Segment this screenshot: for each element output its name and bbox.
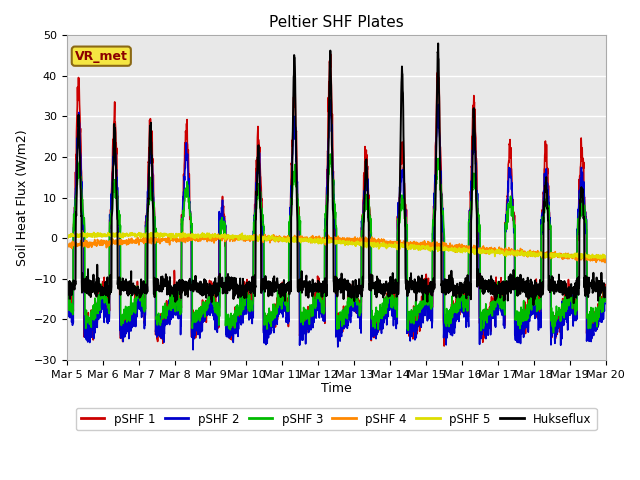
pSHF 3 — [555, 312, 563, 318]
Line: pSHF 3: pSHF 3 — [67, 154, 605, 333]
pSHF 3 — [352, 284, 360, 289]
pSHF 1 — [327, 51, 335, 57]
pSHF 5 — [63, 231, 70, 237]
pSHF 3 — [326, 151, 334, 157]
Line: pSHF 5: pSHF 5 — [67, 232, 605, 259]
pSHF 2 — [364, 177, 372, 182]
Hukseflux — [570, 285, 577, 290]
pSHF 2 — [213, 329, 221, 335]
pSHF 1 — [555, 310, 563, 315]
Hukseflux — [555, 278, 563, 284]
Line: pSHF 4: pSHF 4 — [67, 234, 605, 263]
pSHF 2 — [602, 295, 609, 300]
pSHF 3 — [213, 300, 221, 305]
Y-axis label: Soil Heat Flux (W/m2): Soil Heat Flux (W/m2) — [15, 129, 28, 266]
Title: Peltier SHF Plates: Peltier SHF Plates — [269, 15, 404, 30]
pSHF 3 — [602, 299, 609, 304]
pSHF 5 — [90, 229, 97, 235]
pSHF 3 — [364, 200, 371, 206]
pSHF 2 — [189, 347, 197, 353]
pSHF 5 — [580, 256, 588, 262]
pSHF 4 — [213, 235, 221, 241]
pSHF 1 — [63, 286, 70, 292]
pSHF 5 — [352, 243, 360, 249]
pSHF 2 — [570, 311, 577, 316]
pSHF 4 — [570, 253, 577, 259]
pSHF 5 — [570, 252, 577, 257]
Hukseflux — [213, 280, 221, 286]
pSHF 1 — [364, 163, 371, 169]
Line: pSHF 1: pSHF 1 — [67, 54, 605, 346]
pSHF 1 — [213, 315, 221, 321]
pSHF 5 — [554, 252, 562, 257]
Hukseflux — [63, 296, 70, 301]
pSHF 1 — [493, 292, 501, 298]
Hukseflux — [364, 180, 371, 186]
pSHF 4 — [493, 249, 500, 254]
pSHF 1 — [570, 303, 577, 309]
pSHF 4 — [364, 238, 371, 244]
pSHF 5 — [213, 233, 221, 239]
Text: VR_met: VR_met — [75, 49, 128, 63]
pSHF 4 — [602, 256, 609, 262]
pSHF 3 — [493, 300, 500, 305]
pSHF 5 — [493, 251, 500, 256]
pSHF 1 — [602, 282, 609, 288]
pSHF 3 — [570, 297, 577, 302]
Hukseflux — [493, 293, 500, 299]
Hukseflux — [352, 277, 360, 283]
pSHF 5 — [602, 254, 609, 260]
pSHF 4 — [554, 254, 562, 260]
pSHF 2 — [352, 307, 360, 313]
pSHF 1 — [440, 343, 448, 349]
Hukseflux — [602, 294, 609, 300]
pSHF 2 — [326, 97, 334, 103]
pSHF 4 — [63, 240, 70, 246]
Hukseflux — [435, 41, 442, 47]
pSHF 4 — [352, 236, 360, 241]
Line: pSHF 2: pSHF 2 — [67, 100, 605, 350]
Hukseflux — [530, 302, 538, 308]
pSHF 2 — [493, 308, 501, 314]
pSHF 1 — [352, 286, 360, 291]
pSHF 4 — [214, 231, 222, 237]
pSHF 3 — [550, 330, 557, 336]
X-axis label: Time: Time — [321, 382, 351, 396]
pSHF 5 — [364, 242, 371, 248]
pSHF 4 — [602, 260, 609, 265]
Legend: pSHF 1, pSHF 2, pSHF 3, pSHF 4, pSHF 5, Hukseflux: pSHF 1, pSHF 2, pSHF 3, pSHF 4, pSHF 5, … — [76, 408, 596, 431]
Line: Hukseflux: Hukseflux — [67, 44, 605, 305]
pSHF 2 — [63, 305, 70, 311]
pSHF 2 — [555, 319, 563, 325]
pSHF 3 — [63, 292, 70, 298]
